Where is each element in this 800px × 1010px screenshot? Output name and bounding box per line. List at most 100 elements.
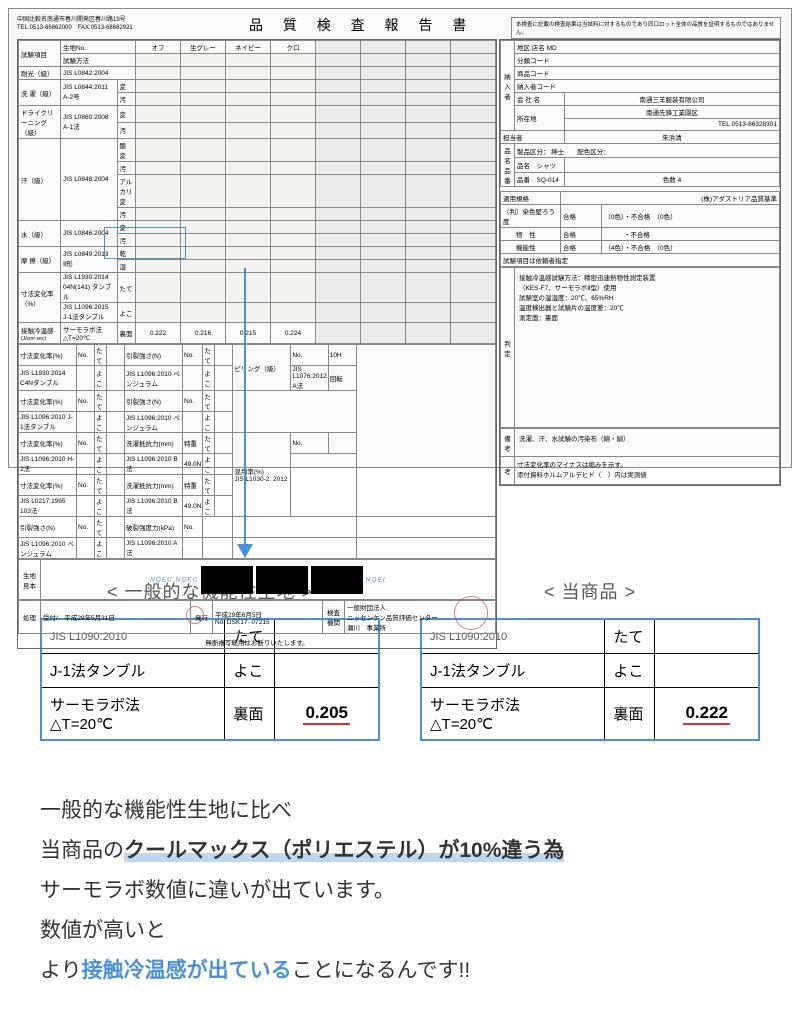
cell: JIS L0844:2011A-2号 — [61, 80, 118, 106]
cell: ネイビー — [226, 41, 271, 54]
cell — [361, 221, 406, 234]
cell: 会 社 名 — [515, 93, 565, 106]
cell: 寸法変化率(%) — [19, 475, 77, 496]
cell — [655, 620, 758, 654]
cell: No. — [183, 391, 203, 412]
cell: JIS L1096:2010 ペンジュラム — [125, 366, 183, 391]
cell: 南通先鋒工業園区 — [565, 106, 780, 119]
cell: No. — [291, 433, 328, 454]
cell — [451, 273, 496, 303]
cell — [226, 67, 271, 80]
cell — [361, 80, 406, 93]
cell: 合格 — [561, 241, 602, 254]
report-title: 品 質 検 査 報 告 書 — [249, 15, 474, 35]
cell — [316, 54, 361, 67]
cell — [271, 139, 316, 162]
cell: 変 — [117, 80, 136, 93]
cell: 酸 変 — [117, 139, 136, 162]
cell: 洗濯抵抗力(mm) — [125, 475, 183, 496]
cell — [361, 67, 406, 80]
cell — [406, 122, 451, 139]
cell — [451, 221, 496, 234]
cell — [451, 175, 496, 208]
cell — [183, 366, 203, 391]
addr-line2: TEL:0513-66862000 FAX:0513-68682921 — [17, 25, 133, 33]
cell — [451, 80, 496, 93]
cell: JIS L1076:2012 A法 — [291, 366, 328, 391]
cell — [451, 162, 496, 175]
cell — [361, 93, 406, 106]
cell: よこ — [203, 366, 215, 391]
redacted-patch — [311, 566, 363, 594]
cell — [328, 433, 356, 454]
cell: J-1法タンブル — [422, 654, 605, 688]
cell — [655, 654, 758, 688]
cell: No. — [183, 345, 203, 366]
cell: よこ — [95, 454, 107, 475]
cell — [291, 454, 356, 517]
cell — [316, 303, 361, 323]
cell — [451, 234, 496, 247]
quality-report: 中国比較名南通市春川開発区春川路19号 TEL:0513-66862000 FA… — [8, 8, 792, 468]
cell — [136, 93, 181, 106]
cell — [136, 260, 181, 273]
cell — [226, 234, 271, 247]
cell — [406, 162, 451, 175]
cell: 洗濯、汗、水試験の汚染布（綿・絹） — [515, 429, 780, 457]
cell: 汚 — [117, 122, 136, 139]
cell — [406, 208, 451, 221]
cell — [361, 247, 406, 260]
cell: 製品区分： 紳士 配色区分： — [515, 144, 780, 158]
cell — [406, 260, 451, 273]
cell: たて — [203, 345, 215, 366]
cell — [271, 54, 316, 67]
cell: JIS L1096:2010 B法 — [125, 454, 183, 475]
cell: サーモラボ法△T=20℃ — [42, 688, 225, 740]
cell: JIS L1096:2015 J-1法タンブル — [61, 303, 118, 323]
sample-nqec: NQEC NQEC NQE( — [41, 560, 496, 600]
cell — [565, 158, 780, 172]
cell: サーモラボ法△T=20℃ — [61, 323, 118, 344]
cell: 引裂強さ(N) — [19, 517, 77, 538]
cell — [203, 538, 233, 559]
cell: たて — [605, 620, 655, 654]
cell: 生グレー — [181, 41, 226, 54]
cell: 水（級） — [19, 221, 61, 247]
cell: JIS L1096:2010 H-2法 — [19, 454, 77, 475]
cell: 試験項目 — [19, 41, 61, 67]
cell — [183, 412, 203, 433]
cell: ピリング（級） — [233, 345, 291, 391]
cell: 検査機関 — [323, 601, 345, 634]
cell: ドライクリーニング（級） — [19, 106, 61, 139]
cell — [181, 234, 226, 247]
cell — [451, 122, 496, 139]
cell — [271, 247, 316, 260]
cell — [226, 247, 271, 260]
cell: 受付/ 平成29年5月31日 — [41, 601, 191, 634]
cell: 適用規格 — [501, 192, 561, 205]
addr-line1: 中国比較名南通市春川開発区春川路19号 — [17, 17, 133, 25]
cell: 特重 — [183, 475, 203, 496]
cell — [316, 93, 361, 106]
cell: よこ — [605, 654, 655, 688]
cell: JIS L1096:2010 ペンジュラム — [19, 538, 77, 559]
cell — [361, 41, 406, 54]
cell — [136, 139, 181, 162]
explain-line3: サーモラボ数値に違いが出ています。 — [40, 871, 760, 911]
cell — [203, 517, 233, 538]
arrow-line — [244, 268, 246, 548]
cell — [316, 122, 361, 139]
cell — [361, 54, 406, 67]
cell: 処理 — [19, 601, 41, 634]
cell — [361, 175, 406, 208]
cell: クロ — [271, 41, 316, 54]
cell — [136, 106, 181, 123]
cell — [316, 234, 361, 247]
highlight-thermo-box — [104, 227, 186, 259]
cell: 朱浜清 — [565, 131, 780, 144]
cell: ・不合格 — [602, 228, 780, 241]
cell: 品番 SQ-014 — [515, 172, 565, 186]
cell: No. — [291, 345, 328, 366]
cell — [226, 273, 271, 303]
cell — [451, 139, 496, 162]
